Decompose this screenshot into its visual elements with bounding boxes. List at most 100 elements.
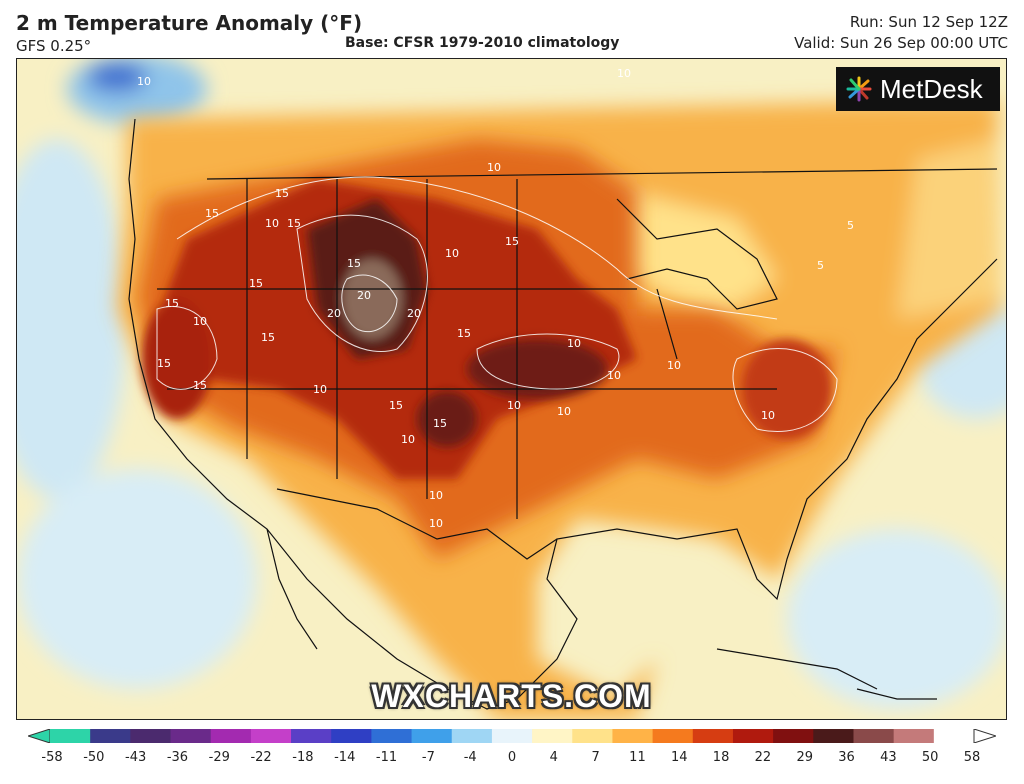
anomaly-map-canvas: 10 10 10 15 15 10 15 15 10 15 20 20 20 1… [17,59,1006,719]
colorbar-tick-label: -22 [250,750,272,765]
colorbar-max-arrow [973,729,996,743]
colorbar-tick-label: 11 [629,750,646,765]
colorbar-segment [170,729,212,743]
colorbar-tick-label: -36 [166,750,189,765]
contour-label: 10 [429,489,443,502]
contour-label: 20 [357,289,371,302]
colorbar-segment [411,729,453,743]
contour-label: 20 [407,307,421,320]
contour-label: 15 [433,417,447,430]
colorbar-tick-label: -43 [125,750,147,765]
contour-label: 5 [817,259,824,272]
contour-label: 10 [313,383,327,396]
contour-label: 10 [445,247,459,260]
contour-label: 10 [265,217,279,230]
contour-label: 15 [389,399,403,412]
colorbar-segment [451,729,493,743]
coastlines-and-borders [128,118,998,710]
header-right: Run: Sun 12 Sep 12Z Valid: Sun 26 Sep 00… [794,12,1008,54]
colorbar-segment [853,729,895,743]
colorbar-tick-label: 50 [921,750,939,765]
colorbar-tick-label: 4 [549,750,558,765]
contour-labels: 10 10 10 15 15 10 15 15 10 15 20 20 20 1… [137,67,854,530]
contour-label: 15 [347,257,361,270]
model-label: GFS 0.25° [16,37,92,55]
colorbar-tick-label: -18 [292,750,314,765]
contour-label: 20 [327,307,341,320]
contour-label: 10 [429,517,443,530]
colorbar-segment [371,729,413,743]
contour-label: 10 [401,433,415,446]
colorbar-tick-label: -50 [83,750,105,765]
starburst-logo-icon [846,76,872,102]
run-time-label: Run: Sun 12 Sep 12Z [849,13,1008,31]
colorbar-tick-label: 7 [591,750,600,765]
contour-label: 10 [137,75,151,88]
header-left: 2 m Temperature Anomaly (°F) GFS 0.25° [16,10,362,56]
colorbar-tick-label: -7 [421,750,435,765]
contour-label: 10 [567,337,581,350]
contour-label: 15 [193,379,207,392]
contour-label: 10 [557,405,571,418]
colorbar-tick-label: -58 [41,750,63,765]
contour-label: 10 [607,369,621,382]
base-climatology-label: Base: CFSR 1979-2010 climatology [345,35,620,51]
colorbar-segment [491,729,533,743]
colorbar-segment [773,729,814,743]
colorbar-tick-label: -4 [463,750,477,765]
contour-label: 15 [275,187,289,200]
colorbar-ticks: -58 -50 -43 -36 -29 -22 -18 -14 -11 -7 -4 0 4 7 11 14 18… [41,750,980,770]
contour-label: 10 [193,315,207,328]
contour-label: 10 [487,161,501,174]
contour-label: 10 [667,359,681,372]
colorbar-segment [331,729,372,743]
colorbar-segment [612,729,654,743]
colorbar-segment [652,729,694,743]
colorbar-segment [572,729,613,743]
colorbar-segment [732,729,774,743]
anomaly-map: 10 10 10 15 15 10 15 15 10 15 20 20 20 1… [16,58,1007,720]
colorbar-segment [50,729,91,743]
colorbar-tick-label: 0 [507,750,517,765]
colorbar-tick-label: -29 [208,750,230,765]
colorbar-tick-label: 58 [963,750,981,765]
colorbar-tick-label: 22 [754,750,772,765]
colorbar-segment [532,729,573,743]
contour-label: 10 [617,67,631,80]
cool-anomaly-zones [17,59,1006,709]
contour-label: 5 [847,219,854,232]
colorbar-segment [893,729,935,743]
colorbar-segment [291,729,332,743]
colorbar-segment [250,729,292,743]
metdesk-logo-text: MetDesk [880,73,983,104]
metdesk-logo: MetDesk [836,67,1000,111]
contour-label: 15 [505,235,519,248]
colorbar-segment [90,729,131,743]
colorbar-tick-label: -14 [334,750,356,765]
colorbar-segment [933,729,975,743]
colorbar-min-arrow [28,729,51,743]
contour-label: 15 [261,331,275,344]
colorbar-tick-label: -11 [375,750,398,765]
colorbar-tick-label: 29 [796,750,813,765]
colorbar-tick-label: 36 [838,750,855,765]
colorbar-segment [130,729,172,743]
colorbar-tick-label: 18 [712,750,730,765]
contour-label: 15 [457,327,471,340]
contour-label: 15 [165,297,179,310]
colorbar-segment [813,729,854,743]
colorbar-segment [210,729,252,743]
colorbar-tick-label: 14 [670,750,688,765]
colorbar-tick-label: 43 [880,750,897,765]
contour-label: 10 [761,409,775,422]
contour-lines [156,176,838,433]
colorbar-segment [692,729,734,743]
map-title: 2 m Temperature Anomaly (°F) [16,11,363,35]
contour-label: 15 [249,277,263,290]
contour-label: 15 [287,217,301,230]
contour-label: 10 [507,399,521,412]
colorbar [28,729,996,743]
contour-label: 15 [157,357,171,370]
valid-time-label: Valid: Sun 26 Sep 00:00 UTC [794,34,1008,52]
wxcharts-watermark: WXCHARTS.COM [371,678,652,714]
